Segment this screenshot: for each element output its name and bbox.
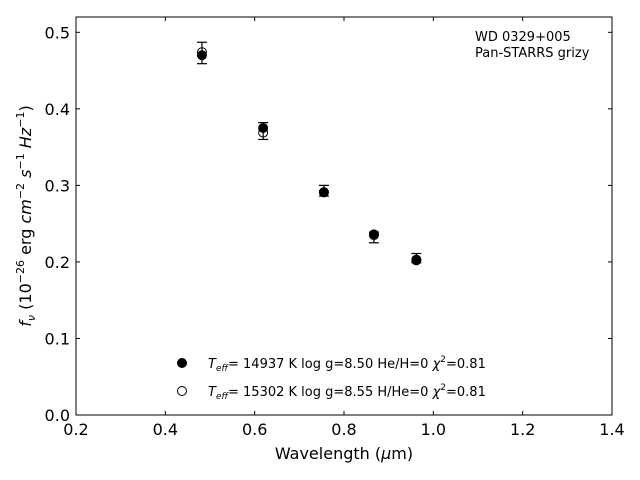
legend-entry-2: Teff= 15302 K log g=8.55 H/He=0 χ2=0.81 (208, 383, 486, 402)
legend: Teff= 14937 K log g=8.50 He/H=0 χ2=0.81 … (177, 355, 486, 402)
data-point-open (196, 47, 207, 58)
x-tick-label: 0.4 (153, 420, 178, 439)
y-tick-label: 0.5 (45, 23, 70, 42)
x-tick-label: 1.4 (599, 420, 624, 439)
data-point-filled (196, 50, 207, 61)
x-tick-label: 0.2 (63, 420, 88, 439)
x-tick-label: 1.0 (421, 420, 446, 439)
legend-marker-open (177, 386, 187, 396)
x-tick-label: 0.8 (331, 420, 356, 439)
y-tick-label: 0.2 (45, 253, 70, 272)
data-point-open (318, 187, 329, 198)
data-point-open (258, 127, 269, 138)
y-tick-label: 0.1 (45, 329, 70, 348)
data-marks (196, 41, 422, 266)
data-point-open (368, 230, 379, 241)
y-tick-label: 0.0 (45, 406, 70, 425)
legend-marker-filled (177, 358, 187, 368)
x-tick-label: 0.6 (242, 420, 267, 439)
annotation-object: WD 0329+005 (475, 30, 571, 45)
legend-entry-1: Teff= 14937 K log g=8.50 He/H=0 χ2=0.81 (208, 355, 486, 374)
x-tick-label: 1.2 (510, 420, 535, 439)
data-point-open (411, 255, 422, 266)
y-tick-label: 0.4 (45, 100, 70, 119)
x-axis-label: Wavelength (μm) (275, 444, 413, 463)
y-tick-label: 0.3 (45, 176, 70, 195)
y-axis-label: fν (10−26 erg cm−2 s−1 Hz−1) (14, 105, 38, 326)
axis-ticks: 0.2 0.4 0.6 0.8 1.0 1.2 1.4 0.0 0.1 0.2 0.3 0.4 0.5 (45, 17, 625, 439)
annotation-survey: Pan-STARRS grizy (475, 46, 590, 61)
